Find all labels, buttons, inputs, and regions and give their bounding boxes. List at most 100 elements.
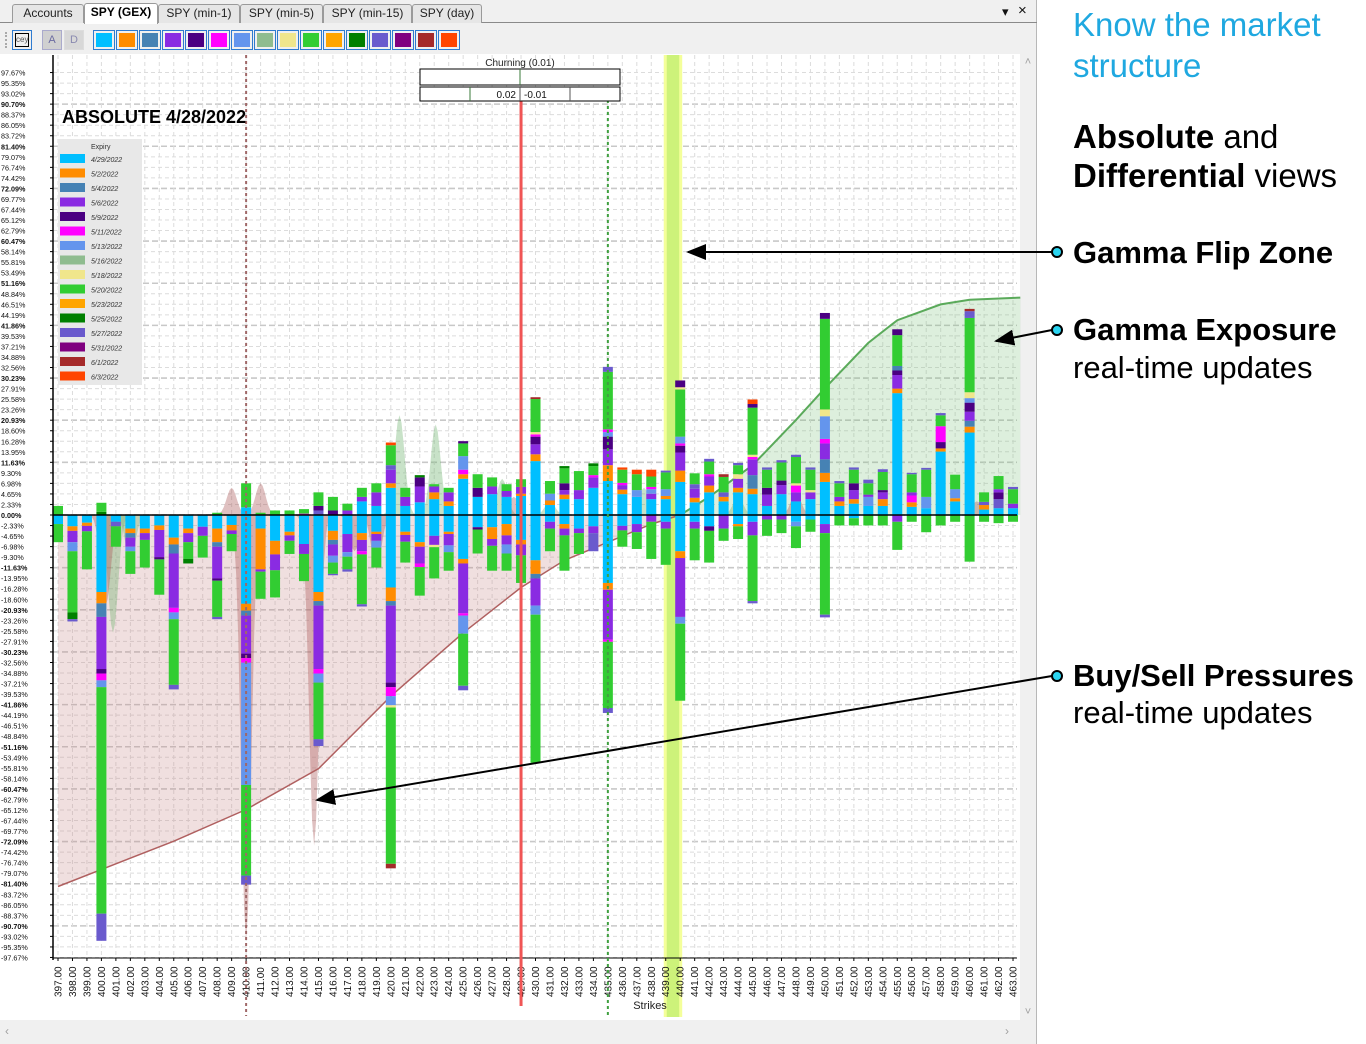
bar-segment bbox=[313, 739, 324, 747]
bar-segment bbox=[125, 515, 136, 529]
cumulative-negative-line bbox=[57, 514, 681, 888]
key-button[interactable]: cey bbox=[12, 30, 32, 50]
bar-segment bbox=[819, 472, 830, 482]
bar-segment bbox=[993, 476, 1004, 490]
bar-segment bbox=[863, 483, 874, 495]
bar-segment bbox=[762, 519, 773, 536]
bar-segment bbox=[501, 553, 512, 571]
x-tick-label: 463.00 bbox=[1009, 966, 1020, 997]
bar-segment bbox=[530, 614, 541, 763]
swatch-fill bbox=[303, 33, 319, 47]
callout-dot-icon bbox=[1051, 324, 1063, 336]
y-tick-label: 41.86% bbox=[1, 321, 26, 330]
color-swatch-5-27-2022[interactable] bbox=[369, 30, 391, 50]
bar-segment bbox=[776, 515, 787, 520]
color-swatch-6-1-2022[interactable] bbox=[415, 30, 437, 50]
differential-view-button[interactable]: D bbox=[64, 30, 84, 50]
legend-label: 5/6/2022 bbox=[91, 201, 118, 208]
scroll-up-icon[interactable]: ˄ bbox=[1024, 56, 1032, 68]
bar-segment bbox=[458, 558, 469, 564]
x-tick-label: 419.00 bbox=[372, 966, 383, 997]
bar-stack-462 bbox=[993, 476, 1004, 524]
tab-dropdown-icon[interactable]: ▾ bbox=[1002, 4, 1009, 19]
tab-spy-min-5[interactable]: SPY (min-5) bbox=[240, 4, 323, 23]
bar-segment bbox=[935, 415, 946, 427]
color-swatch-5-13-2022[interactable] bbox=[231, 30, 253, 50]
y-tick-label: 30.23% bbox=[1, 374, 26, 383]
bar-segment bbox=[979, 501, 990, 506]
x-tick-label: 457.00 bbox=[922, 966, 933, 997]
bar-segment bbox=[284, 540, 295, 554]
color-swatch-5-2-2022[interactable] bbox=[116, 30, 138, 50]
bar-segment bbox=[1008, 515, 1019, 522]
close-icon[interactable]: × bbox=[1018, 2, 1027, 19]
bar-segment bbox=[313, 682, 324, 740]
legend-label: 6/3/2022 bbox=[91, 375, 118, 382]
buy-pressure-peak bbox=[411, 424, 460, 515]
bar-stack-415 bbox=[313, 492, 324, 747]
y-tick-label: 48.84% bbox=[1, 290, 26, 299]
color-swatch-5-25-2022[interactable] bbox=[346, 30, 368, 50]
x-tick-label: 433.00 bbox=[574, 966, 585, 997]
bar-segment bbox=[139, 515, 150, 529]
bar-segment bbox=[1008, 489, 1019, 504]
color-swatch-5-4-2022[interactable] bbox=[139, 30, 161, 50]
bar-segment bbox=[327, 544, 338, 556]
x-tick-label: 414.00 bbox=[299, 966, 310, 997]
tab-spy-min-15[interactable]: SPY (min-15) bbox=[323, 4, 412, 23]
color-swatch-5-18-2022[interactable] bbox=[277, 30, 299, 50]
bar-segment bbox=[559, 494, 570, 500]
y-tick-label: 60.47% bbox=[1, 237, 26, 246]
bar-segment bbox=[501, 515, 512, 525]
color-swatch-5-23-2022[interactable] bbox=[323, 30, 345, 50]
bar-segment bbox=[819, 614, 830, 618]
y-tick-label: 20.93% bbox=[1, 416, 26, 425]
bar-segment bbox=[429, 486, 440, 493]
color-swatch-5-6-2022[interactable] bbox=[162, 30, 184, 50]
toolbar-grip[interactable] bbox=[5, 32, 7, 48]
bar-segment bbox=[400, 487, 411, 497]
tab-accounts[interactable]: Accounts bbox=[12, 4, 84, 23]
color-swatch-6-3-2022[interactable] bbox=[438, 30, 460, 50]
color-swatch-5-11-2022[interactable] bbox=[208, 30, 230, 50]
bar-segment bbox=[617, 467, 628, 470]
color-swatch-5-31-2022[interactable] bbox=[392, 30, 414, 50]
bar-segment bbox=[819, 481, 830, 515]
scroll-down-icon[interactable]: ˅ bbox=[1024, 1006, 1032, 1018]
bar-segment bbox=[1008, 508, 1019, 515]
bar-segment bbox=[168, 544, 179, 554]
color-swatch-5-16-2022[interactable] bbox=[254, 30, 276, 50]
bar-segment bbox=[371, 547, 382, 568]
bar-segment bbox=[472, 474, 483, 488]
bar-segment bbox=[892, 515, 903, 522]
tab-spy-gex[interactable]: SPY (GEX) bbox=[84, 3, 158, 24]
bar-segment bbox=[747, 535, 758, 602]
bar-segment bbox=[342, 510, 353, 515]
bar-segment bbox=[631, 490, 642, 497]
color-swatch-5-20-2022[interactable] bbox=[300, 30, 322, 50]
tab-spy-day[interactable]: SPY (day) bbox=[412, 4, 482, 23]
bar-segment bbox=[819, 443, 830, 460]
scroll-left-icon[interactable]: ‹ bbox=[5, 1024, 9, 1038]
bar-segment bbox=[371, 531, 382, 535]
bar-segment bbox=[863, 496, 874, 506]
color-swatch-4-29-2022[interactable] bbox=[93, 30, 115, 50]
scroll-right-icon[interactable]: › bbox=[1005, 1024, 1009, 1038]
bar-segment bbox=[892, 375, 903, 389]
bar-segment bbox=[501, 496, 512, 515]
bar-stack-446 bbox=[762, 467, 773, 536]
y-tick-label: -6.98% bbox=[1, 543, 24, 552]
bar-stack-427 bbox=[487, 477, 498, 571]
x-tick-label: 461.00 bbox=[980, 966, 991, 997]
bar-segment bbox=[660, 489, 671, 496]
tab-spy-min-1[interactable]: SPY (min-1) bbox=[158, 4, 240, 23]
bar-segment bbox=[371, 515, 382, 532]
color-swatch-5-9-2022[interactable] bbox=[185, 30, 207, 50]
absolute-view-button[interactable]: A bbox=[42, 30, 62, 50]
horizontal-scrollbar[interactable]: ‹ › bbox=[0, 1022, 1020, 1040]
bar-stack-438 bbox=[646, 469, 657, 559]
bar-segment bbox=[863, 494, 874, 497]
bar-segment bbox=[733, 465, 744, 475]
bar-segment bbox=[834, 496, 845, 502]
bar-segment bbox=[848, 503, 859, 515]
